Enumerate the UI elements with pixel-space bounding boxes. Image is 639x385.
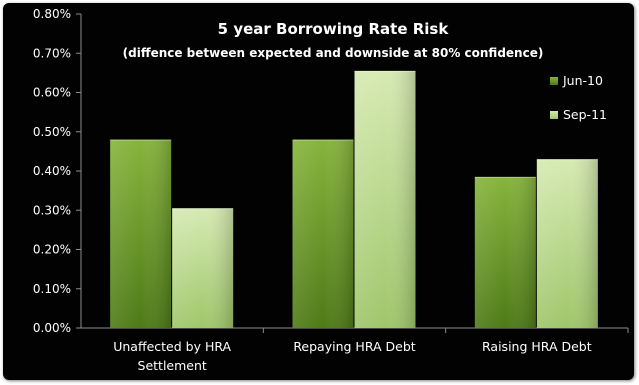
x-tick-label: Unaffected by HRA: [113, 339, 231, 354]
bar-shading: [110, 139, 172, 328]
bar-shading: [536, 159, 598, 328]
legend: Jun-10 Sep-11: [550, 73, 607, 122]
y-tick-label: 0.10%: [33, 282, 71, 296]
legend-swatch: [550, 77, 558, 85]
x-tick-label: Settlement: [138, 358, 207, 373]
bar-shading: [292, 139, 354, 328]
chart-container: 0.00% 0.10% 0.20% 0.30% 0.40% 0.50% 0.60% 0.70%…: [3, 3, 634, 380]
bar-shading: [474, 176, 536, 328]
chart-title: 5 year Borrowing Rate Risk: [218, 20, 450, 38]
legend-label: Sep-11: [563, 107, 607, 122]
chart-subtitle: (diffence between expected and downside …: [123, 46, 544, 60]
y-tick-label: 0.00%: [33, 321, 71, 335]
y-tick-label: 0.80%: [33, 7, 71, 21]
y-tick-label: 0.30%: [33, 203, 71, 217]
bar-shading: [172, 208, 234, 328]
y-tick-label: 0.50%: [33, 125, 71, 139]
legend-label: Jun-10: [562, 73, 603, 88]
bar-chart: 0.00% 0.10% 0.20% 0.30% 0.40% 0.50% 0.60% 0.70%…: [33, 7, 629, 373]
y-tick-label: 0.40%: [33, 164, 71, 178]
x-tick-label: Repaying HRA Debt: [293, 339, 415, 354]
x-tick-label: Raising HRA Debt: [482, 339, 592, 354]
y-tick-label: 0.70%: [33, 46, 71, 60]
bar-shading: [354, 70, 416, 328]
legend-swatch: [550, 111, 558, 119]
y-tick-label: 0.20%: [33, 243, 71, 257]
y-tick-label: 0.60%: [33, 86, 71, 100]
